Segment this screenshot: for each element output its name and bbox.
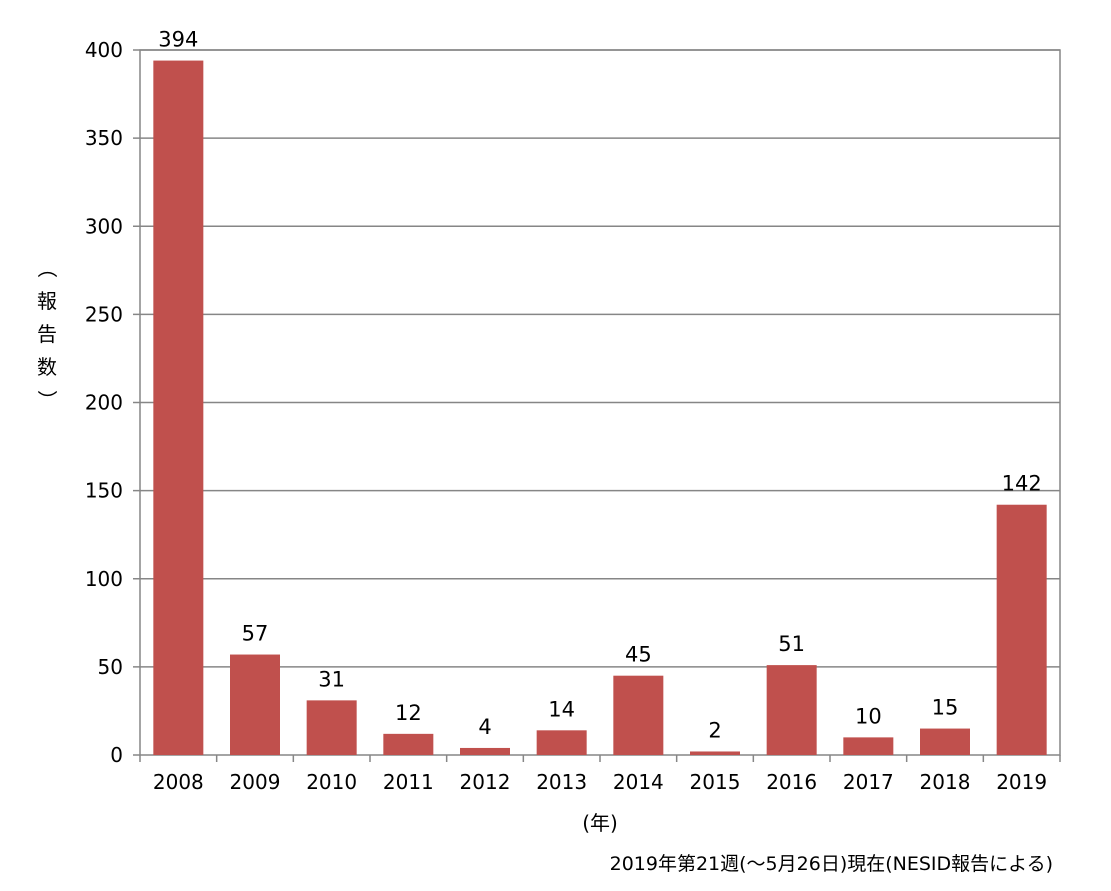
x-tick-label-2012: 2012 xyxy=(460,770,511,794)
y-tick-label: 250 xyxy=(85,302,123,326)
data-label-2013: 14 xyxy=(548,697,575,721)
data-label-2019: 142 xyxy=(1002,472,1042,496)
y-axis-label-char: 告 xyxy=(37,322,57,346)
y-axis-label-char: 数 xyxy=(37,355,57,379)
data-label-2011: 12 xyxy=(395,701,422,725)
y-axis-label-char: （ xyxy=(35,258,59,278)
data-label-2014: 45 xyxy=(625,643,652,667)
x-tick-label-2018: 2018 xyxy=(920,770,971,794)
data-label-2016: 51 xyxy=(778,632,805,656)
data-label-2018: 15 xyxy=(932,696,959,720)
footnote: 2019年第21週(～5月26日)現在(NESID報告による) xyxy=(610,853,1053,875)
y-axis-label: （ 報告数 ） xyxy=(35,258,59,410)
data-label-2008: 394 xyxy=(158,28,198,52)
bar-2016 xyxy=(766,665,817,755)
data-label-2009: 57 xyxy=(242,622,269,646)
y-tick-label: 400 xyxy=(85,38,123,62)
x-tick-label-2011: 2011 xyxy=(383,770,434,794)
x-axis-ticks: 2008 2009 2010 2011 2012 2013 2014 2015 2016 2017… xyxy=(139,755,1061,794)
x-tick-label-2019: 2019 xyxy=(996,770,1047,794)
data-label-2010: 31 xyxy=(318,667,345,691)
y-tick-label: 350 xyxy=(85,126,123,150)
bar-2010 xyxy=(306,700,357,755)
bar-2008 xyxy=(153,60,204,755)
x-tick-label-2013: 2013 xyxy=(536,770,587,794)
y-axis-label-char: ） xyxy=(35,390,59,410)
y-axis-label-char: 報 xyxy=(37,289,57,313)
gridlines xyxy=(140,49,1060,668)
data-label-2012: 4 xyxy=(478,715,491,739)
bar-2014 xyxy=(613,675,664,755)
y-tick-label: 50 xyxy=(98,655,123,679)
bar-2011 xyxy=(383,733,434,755)
bar-2017 xyxy=(843,737,894,755)
bar-2015 xyxy=(690,751,740,755)
x-tick-label-2010: 2010 xyxy=(306,770,357,794)
y-tick-label: 100 xyxy=(85,567,123,591)
y-axis-ticks: 0 50 100 150 200 250 300 350 400 xyxy=(85,38,140,767)
x-tick-label-2017: 2017 xyxy=(843,770,894,794)
bar-2013 xyxy=(536,730,587,755)
x-axis-label: (年) xyxy=(582,811,618,835)
bar-2012 xyxy=(460,747,510,755)
bars: 394 57 31 12 4 14 45 2 51 10 15 142 xyxy=(153,28,1047,755)
x-tick-label-2008: 2008 xyxy=(153,770,204,794)
y-tick-label: 200 xyxy=(85,391,123,415)
data-label-2017: 10 xyxy=(855,704,882,728)
y-tick-label: 300 xyxy=(85,214,123,238)
bar-2018 xyxy=(920,728,970,755)
bar-2009 xyxy=(230,654,280,755)
y-tick-label: 150 xyxy=(85,479,123,503)
x-tick-label-2009: 2009 xyxy=(230,770,281,794)
x-tick-label-2014: 2014 xyxy=(613,770,664,794)
data-label-2015: 2 xyxy=(708,718,721,742)
x-tick-label-2015: 2015 xyxy=(690,770,741,794)
x-tick-label-2016: 2016 xyxy=(766,770,817,794)
y-tick-label: 0 xyxy=(110,743,123,767)
bar-2019 xyxy=(996,504,1047,755)
